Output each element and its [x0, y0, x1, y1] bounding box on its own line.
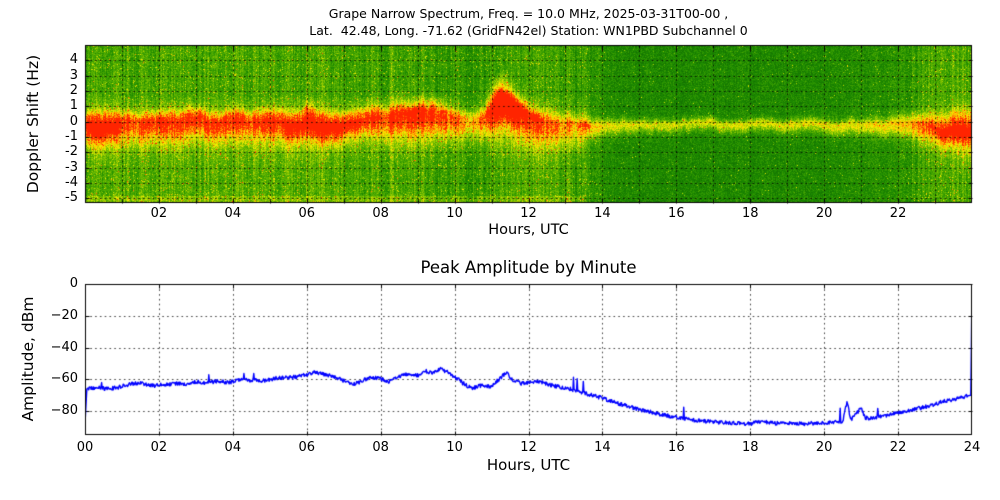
- amplitude-x-tick-label: 04: [224, 440, 242, 455]
- spectrogram-x-tick-label: 14: [594, 206, 611, 221]
- spectrogram-x-tick-label: 12: [520, 206, 537, 221]
- spectrogram-x-tick-label: 16: [668, 206, 685, 221]
- spectrogram-y-tick-label: 2: [69, 83, 78, 98]
- spectrogram-x-tick-label: 20: [815, 206, 833, 221]
- amplitude-y-tick-label: −60: [50, 371, 78, 386]
- spectrogram-y-tick-label: 3: [69, 68, 78, 83]
- spectrogram-title-line2: Lat. 42.48, Long. -71.62 (GridFN42el) St…: [309, 22, 748, 38]
- spectrogram-x-tick-label: 10: [446, 206, 463, 221]
- amplitude-y-tick-label: −20: [50, 308, 78, 323]
- spectrogram-title: Grape Narrow Spectrum, Freq. = 10.0 MHz,…: [85, 6, 972, 39]
- spectrogram-y-tick-label: -5: [65, 190, 78, 205]
- amplitude-x-tick-label: 00: [76, 440, 94, 455]
- amplitude-x-tick-label: 08: [372, 440, 389, 455]
- spectrogram-title-line1: Grape Narrow Spectrum, Freq. = 10.0 MHz,…: [328, 6, 729, 21]
- amplitude-x-tick-label: 10: [446, 440, 463, 455]
- spectrogram-x-tick-label: 08: [372, 206, 389, 221]
- amplitude-x-tick-label: 12: [520, 440, 537, 455]
- amplitude-y-tick-label: −80: [50, 403, 78, 418]
- amplitude-title: Peak Amplitude by Minute: [420, 258, 637, 277]
- spectrogram-xlabel: Hours, UTC: [488, 222, 569, 238]
- amplitude-x-tick-label: 16: [668, 440, 685, 455]
- amplitude-x-tick-label: 14: [594, 440, 611, 455]
- amplitude-x-tick-label: 06: [298, 440, 316, 455]
- amplitude-x-tick-label: 02: [150, 440, 168, 455]
- spectrogram-x-tick-label: 06: [298, 206, 316, 221]
- spectrogram-x-tick-label: 04: [224, 206, 242, 221]
- spectrogram-y-tick-label: -4: [65, 175, 78, 190]
- amplitude-y-tick-label: 0: [69, 276, 78, 291]
- spectrogram-y-tick-label: -2: [65, 144, 78, 159]
- amplitude-y-tick-label: −40: [50, 340, 78, 355]
- spectrogram-y-tick-label: 1: [69, 98, 78, 113]
- amplitude-x-tick-label: 20: [815, 440, 833, 455]
- spectrogram-y-tick-label: 0: [69, 114, 78, 129]
- spectrogram-y-tick-label: -1: [65, 129, 78, 144]
- amplitude-x-tick-label: 24: [963, 440, 981, 455]
- spectrogram-y-tick-label: 4: [69, 52, 78, 67]
- spectrogram-x-tick-label: 02: [150, 206, 168, 221]
- amplitude-xlabel: Hours, UTC: [486, 456, 571, 474]
- amplitude-x-tick-label: 18: [741, 440, 759, 455]
- spectrogram-x-tick-label: 22: [889, 206, 907, 221]
- amplitude-x-tick-label: 22: [889, 440, 907, 455]
- spectrogram-x-tick-label: 18: [741, 206, 759, 221]
- spectrogram-y-tick-label: -3: [65, 160, 78, 175]
